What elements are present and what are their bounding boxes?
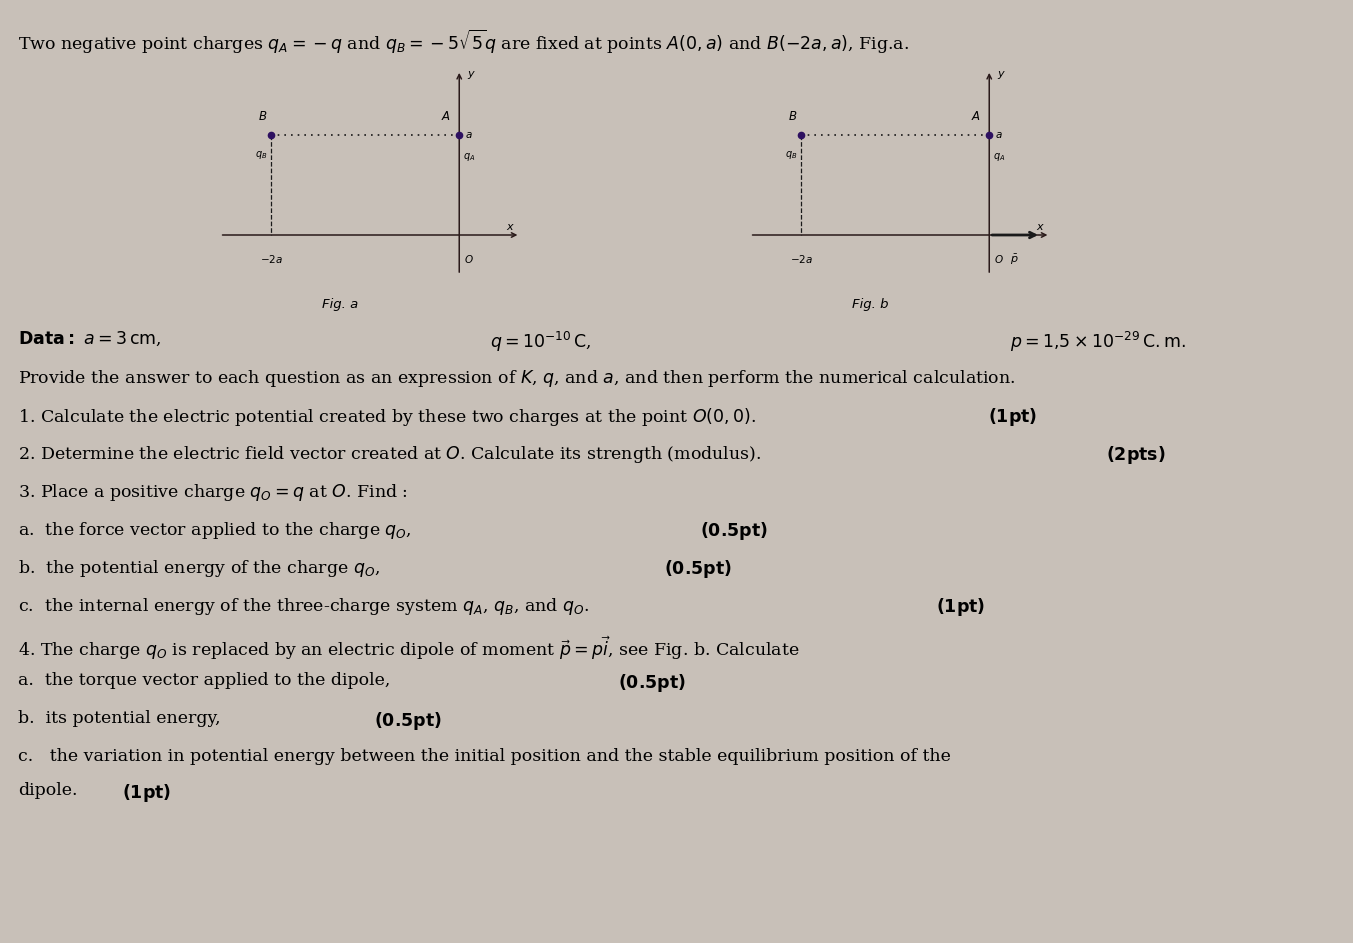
Text: $y$: $y$ xyxy=(997,69,1007,81)
Text: $x$: $x$ xyxy=(1036,222,1046,232)
Text: c.   the variation in potential energy between the initial position and the stab: c. the variation in potential energy bet… xyxy=(18,748,951,765)
Text: $\mathbf{(0.5pt)}$: $\mathbf{(0.5pt)}$ xyxy=(664,558,732,580)
Text: $\mathbf{(1pt)}$: $\mathbf{(1pt)}$ xyxy=(936,596,985,618)
Text: b.  its potential energy,: b. its potential energy, xyxy=(18,710,221,727)
Text: Provide the answer to each question as an expression of $K$, $q$, and $a$, and t: Provide the answer to each question as a… xyxy=(18,368,1016,389)
Text: a.  the force vector applied to the charge $q_O$,: a. the force vector applied to the charg… xyxy=(18,520,411,541)
Text: Fig. b: Fig. b xyxy=(852,298,889,311)
Text: a.  the torque vector applied to the dipole,: a. the torque vector applied to the dipo… xyxy=(18,672,391,689)
Text: b.  the potential energy of the charge $q_O$,: b. the potential energy of the charge $q… xyxy=(18,558,380,579)
Text: $\mathbf{(1pt)}$: $\mathbf{(1pt)}$ xyxy=(122,782,170,804)
Text: $A$: $A$ xyxy=(971,110,981,123)
Text: $\mathbf{(1pt)}$: $\mathbf{(1pt)}$ xyxy=(988,406,1038,428)
Text: $q_A$: $q_A$ xyxy=(463,151,476,163)
Text: dipole.: dipole. xyxy=(18,782,77,799)
Text: $\mathbf{Data:}$ $a=3\,\mathrm{cm}$,: $\mathbf{Data:}$ $a=3\,\mathrm{cm}$, xyxy=(18,330,161,348)
Text: Two negative point charges $q_A=-q$ and $q_B=-5\sqrt{5}q$ are fixed at points $A: Two negative point charges $q_A=-q$ and … xyxy=(18,28,909,56)
Text: $x$: $x$ xyxy=(506,222,515,232)
Text: $B$: $B$ xyxy=(258,110,268,123)
Text: c.  the internal energy of the three-charge system $q_A$, $q_B$, and $q_O$.: c. the internal energy of the three-char… xyxy=(18,596,590,617)
Text: $q_B$: $q_B$ xyxy=(254,149,268,161)
Text: $O$: $O$ xyxy=(994,253,1004,265)
Text: $q=10^{-10}\,\mathrm{C}$,: $q=10^{-10}\,\mathrm{C}$, xyxy=(490,330,591,355)
Text: $y$: $y$ xyxy=(467,69,476,81)
Text: 1. Calculate the electric potential created by these two charges at the point $O: 1. Calculate the electric potential crea… xyxy=(18,406,756,428)
Text: $-2a$: $-2a$ xyxy=(790,253,813,265)
Text: $\mathbf{(2pts)}$: $\mathbf{(2pts)}$ xyxy=(1105,444,1165,466)
Text: 2. Determine the electric field vector created at $O$. Calculate its strength (m: 2. Determine the electric field vector c… xyxy=(18,444,762,465)
Text: Fig. a: Fig. a xyxy=(322,298,359,311)
Text: 4. The charge $q_O$ is replaced by an electric dipole of moment $\vec{p}=p\vec{i: 4. The charge $q_O$ is replaced by an el… xyxy=(18,634,800,662)
Text: $O$: $O$ xyxy=(464,253,474,265)
Text: $\mathbf{(0.5pt)}$: $\mathbf{(0.5pt)}$ xyxy=(700,520,769,542)
Text: $q_A$: $q_A$ xyxy=(993,151,1005,163)
Text: $p=1{,}5\times10^{-29}\,\mathrm{C.m.}$: $p=1{,}5\times10^{-29}\,\mathrm{C.m.}$ xyxy=(1009,330,1187,355)
Text: $a$: $a$ xyxy=(996,130,1003,140)
Text: $A$: $A$ xyxy=(441,110,452,123)
Text: $\bar{p}$: $\bar{p}$ xyxy=(1011,253,1019,267)
Text: 3. Place a positive charge $q_O=q$ at $O$. Find :: 3. Place a positive charge $q_O=q$ at $O… xyxy=(18,482,407,503)
Text: $q_B$: $q_B$ xyxy=(785,149,797,161)
Text: $B$: $B$ xyxy=(787,110,797,123)
Text: $a$: $a$ xyxy=(465,130,474,140)
Text: $\mathbf{(0.5pt)}$: $\mathbf{(0.5pt)}$ xyxy=(618,672,686,694)
Text: 1. Calculate the electric potential created by these two charges at the point $O: 1. Calculate the electric potential crea… xyxy=(18,406,885,428)
Text: $-2a$: $-2a$ xyxy=(260,253,283,265)
Text: $\mathbf{(0.5pt)}$: $\mathbf{(0.5pt)}$ xyxy=(373,710,442,732)
